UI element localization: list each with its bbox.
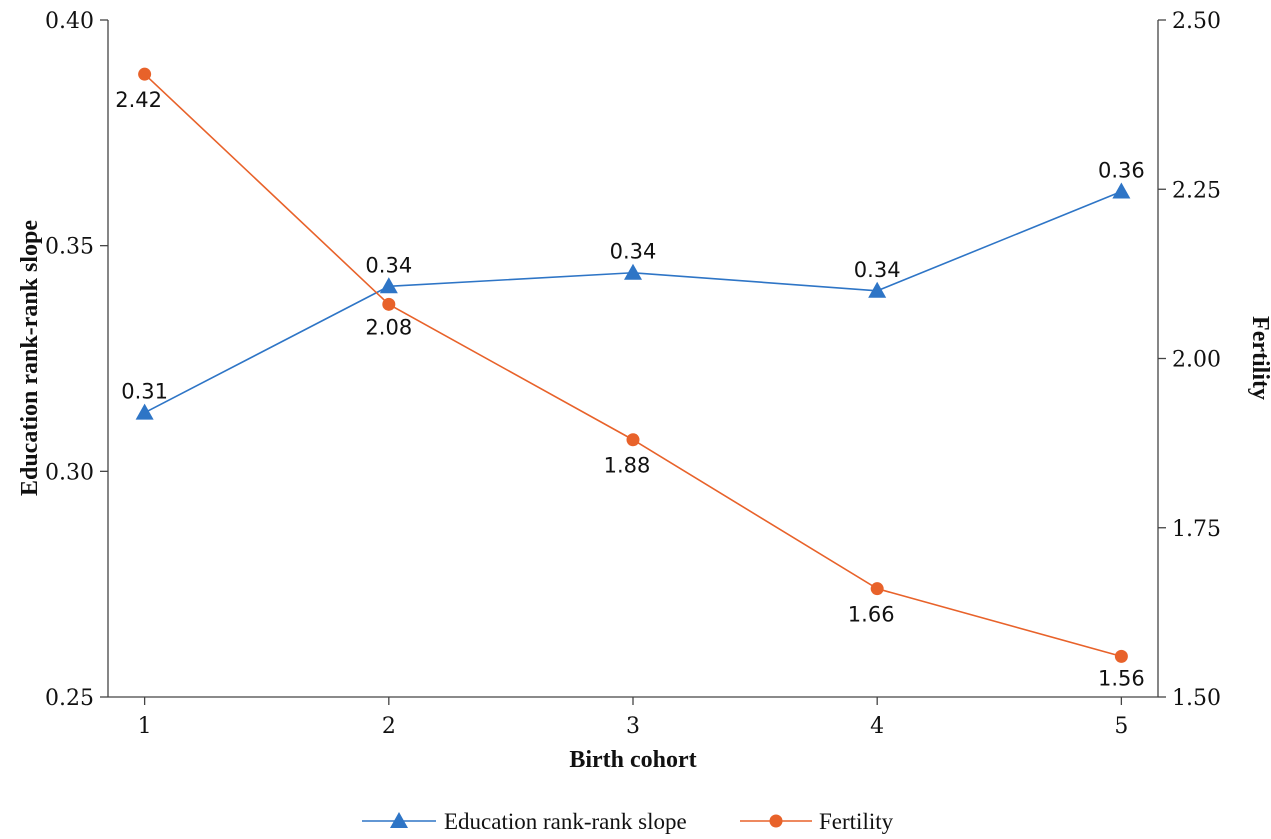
x-tick-label: 2 — [382, 714, 396, 739]
education-data-label: 0.36 — [1098, 159, 1145, 183]
education-marker — [379, 277, 398, 294]
right-y-tick-label: 1.75 — [1172, 517, 1221, 542]
legend: Education rank-rank slope Fertility — [362, 809, 894, 834]
education-marker — [1112, 182, 1131, 199]
fertility-marker — [382, 297, 396, 311]
left-y-tick-label: 0.30 — [45, 460, 94, 485]
education-marker — [624, 263, 642, 280]
right-y-tick-label: 1.50 — [1172, 686, 1221, 711]
fertility-data-label: 1.56 — [1098, 666, 1145, 690]
education-marker — [135, 403, 154, 420]
x-tick-label: 1 — [138, 714, 152, 739]
right-y-tick-label: 2.25 — [1172, 178, 1221, 203]
left-y-axis-title: Education rank-rank slope — [17, 220, 43, 496]
series-line-education — [144, 190, 1122, 414]
fertility-marker — [626, 433, 640, 447]
series-line-fertility — [144, 73, 1122, 658]
education-data-label: 0.34 — [365, 253, 412, 277]
right-y-tick-label: 2.00 — [1172, 348, 1221, 373]
series-layer — [135, 67, 1131, 663]
right-y-axis-title: Fertility — [1247, 316, 1271, 400]
data-labels: 0.31 0.34 0.34 0.34 0.36 2.42 2.08 1.88 1.66 1.56 — [115, 88, 1145, 690]
legend-triangle-icon — [390, 812, 408, 828]
fertility-marker — [138, 67, 152, 81]
fertility-marker — [870, 582, 884, 596]
x-tick-label: 3 — [626, 714, 640, 739]
right-y-tick-label: 2.50 — [1172, 9, 1221, 34]
x-tick-label: 5 — [1114, 714, 1128, 739]
fertility-marker — [1114, 649, 1128, 663]
x-tick-label: 4 — [870, 714, 884, 739]
fertility-data-label: 2.08 — [365, 315, 412, 339]
education-marker — [868, 281, 887, 298]
legend-circle-icon — [769, 814, 783, 828]
fertility-data-label: 2.42 — [115, 88, 162, 112]
left-y-tick-label: 0.25 — [45, 686, 94, 711]
left-y-tick-label: 0.40 — [45, 9, 94, 34]
left-y-tick-label: 0.35 — [45, 235, 94, 260]
legend-label-fertility: Fertility — [819, 809, 894, 834]
legend-label-education: Education rank-rank slope — [444, 809, 687, 834]
education-data-label: 0.34 — [610, 240, 657, 264]
education-data-label: 0.31 — [121, 380, 168, 404]
x-axis-title: Birth cohort — [569, 747, 696, 773]
axes: 0.25 0.30 0.35 0.40 1.50 1.75 2.00 2.25 2.50 1 2 3 4… — [45, 9, 1221, 739]
fertility-data-label: 1.66 — [848, 603, 895, 627]
education-data-label: 0.34 — [854, 258, 901, 282]
fertility-data-label: 1.88 — [604, 454, 651, 478]
